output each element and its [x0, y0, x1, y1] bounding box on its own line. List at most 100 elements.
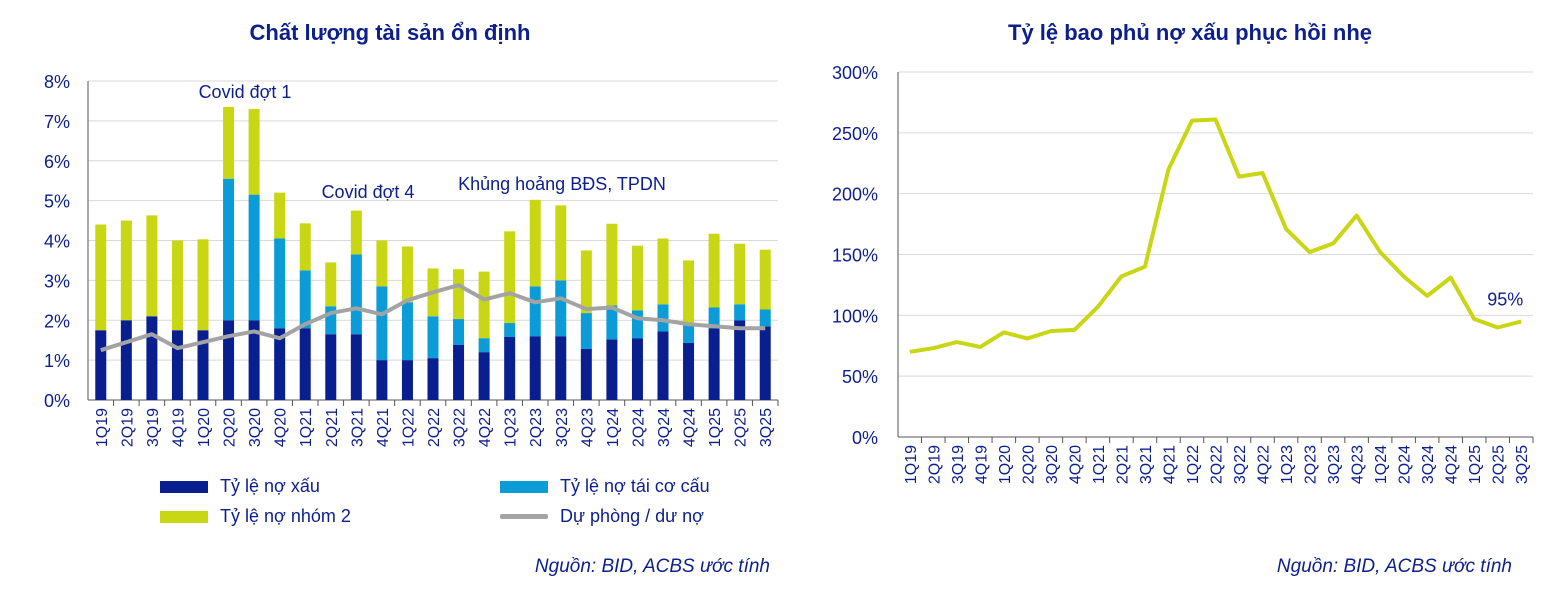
- x-tick-label: 3Q25: [758, 408, 775, 447]
- bar-group2: [657, 238, 669, 305]
- bar-npl: [631, 338, 643, 400]
- annotation: Covid đợt 4: [322, 182, 415, 202]
- bar-npl: [197, 330, 209, 400]
- x-tick-label: 1Q25: [707, 408, 724, 447]
- bar-group2: [95, 224, 107, 331]
- bar-restructured: [223, 178, 235, 321]
- bar-npl: [223, 320, 235, 400]
- x-tick-label: 4Q22: [1256, 445, 1273, 484]
- bar-restructured: [299, 270, 311, 329]
- x-tick-label: 1Q22: [400, 408, 417, 447]
- annotation: 95%: [1487, 289, 1523, 309]
- legend-swatch-npl: [160, 480, 208, 493]
- bar-npl: [759, 326, 771, 400]
- bar-group2: [197, 239, 209, 331]
- bar-group2: [376, 240, 388, 287]
- x-tick-label: 1Q24: [605, 408, 622, 447]
- x-tick-label: 1Q21: [298, 408, 315, 447]
- left-chart-title: Chất lượng tài sản ổn định: [249, 20, 531, 45]
- x-tick-label: 1Q23: [1279, 445, 1296, 484]
- x-tick-label: 4Q19: [973, 445, 990, 484]
- x-tick-label: 4Q19: [170, 408, 187, 447]
- x-tick-label: 2Q19: [119, 408, 136, 447]
- bar-npl: [606, 339, 618, 400]
- bar-group2: [606, 223, 618, 306]
- bar-npl: [427, 358, 439, 400]
- bar-npl: [580, 348, 592, 400]
- y-tick-label: 7%: [44, 112, 70, 132]
- x-tick-label: 2Q24: [1397, 445, 1414, 484]
- legend-item-group2: Tỷ lệ nợ nhóm 2: [160, 506, 351, 527]
- x-tick-label: 1Q20: [997, 445, 1014, 484]
- bar-restructured: [376, 286, 388, 361]
- y-tick-label: 50%: [842, 367, 878, 387]
- right-chart-title: Tỷ lệ bao phủ nợ xấu phục hồi nhẹ: [1008, 20, 1372, 45]
- bar-npl: [504, 336, 516, 400]
- right-chart-panel: Tỷ lệ bao phủ nợ xấu phục hồi nhẹ 0% 50% 1…: [800, 0, 1564, 596]
- legend-swatch-group2: [160, 510, 208, 523]
- bar-group2: [274, 192, 286, 239]
- x-tick-label: 4Q24: [682, 408, 699, 447]
- bar-npl: [555, 336, 567, 400]
- x-tick-label: 2Q25: [1491, 445, 1508, 484]
- legend-label-npl: Tỷ lệ nợ xấu: [220, 476, 320, 496]
- bar-restructured: [248, 194, 260, 321]
- bar-group2: [299, 223, 311, 271]
- x-tick-label: 4Q24: [1444, 445, 1461, 484]
- bar-restructured: [350, 254, 362, 335]
- right-chart-source: Nguồn: BID, ACBS ước tính: [1276, 556, 1512, 577]
- y-tick-label: 0%: [44, 391, 70, 411]
- y-tick-label: 250%: [832, 124, 878, 144]
- y-tick-label: 150%: [832, 246, 878, 266]
- bar-group2: [708, 233, 720, 308]
- x-tick-label: 2Q19: [926, 445, 943, 484]
- bar-npl: [401, 360, 413, 400]
- y-tick-label: 8%: [44, 72, 70, 92]
- legend-swatch-provision: [500, 514, 548, 519]
- bar-npl: [248, 320, 260, 400]
- bar-restructured: [529, 286, 541, 337]
- x-tick-label: 4Q21: [1161, 445, 1178, 484]
- x-tick-label: 1Q25: [1467, 445, 1484, 484]
- bar-group2: [120, 220, 132, 321]
- bar-group2: [248, 108, 260, 195]
- bar-group2: [759, 249, 771, 310]
- bar-group2: [325, 262, 337, 307]
- left-chart-source: Nguồn: BID, ACBS ước tính: [534, 556, 770, 577]
- y-tick-label: 100%: [832, 306, 878, 326]
- coverage-line: [909, 117, 1522, 354]
- bar-npl: [529, 336, 541, 400]
- bar-group2: [171, 240, 183, 331]
- bar-group2: [401, 246, 413, 303]
- x-tick-label: 4Q20: [273, 408, 290, 447]
- x-tick-label: 4Q21: [375, 408, 392, 447]
- bar-group2: [734, 243, 746, 305]
- bar-restructured: [734, 304, 746, 321]
- left-chart-legend: Tỷ lệ nợ xấu Tỷ lệ nợ tái cơ cấu Tỷ lệ n…: [160, 476, 760, 536]
- bar-restructured: [657, 304, 669, 332]
- x-tick-label: 1Q20: [196, 408, 213, 447]
- x-tick-label: 3Q22: [452, 408, 469, 447]
- x-tick-label: 2Q21: [1114, 445, 1131, 484]
- x-tick-label: 2Q22: [1209, 445, 1226, 484]
- x-tick-label: 1Q22: [1185, 445, 1202, 484]
- bar-npl: [120, 320, 132, 400]
- bar-npl: [146, 316, 158, 400]
- bar-restructured: [453, 319, 465, 345]
- x-tick-label: 3Q20: [247, 408, 264, 447]
- x-tick-label: 3Q23: [1326, 445, 1343, 484]
- bar-restructured: [580, 313, 592, 349]
- annotation: Khủng hoảng BĐS, TPDN: [458, 174, 666, 194]
- x-tick-label: 3Q24: [1420, 445, 1437, 484]
- bar-npl: [325, 334, 337, 400]
- x-tick-label: 1Q23: [503, 408, 520, 447]
- bar-npl: [734, 320, 746, 400]
- x-tick-label: 4Q23: [579, 408, 596, 447]
- x-tick-label: 1Q19: [94, 408, 111, 447]
- bar-restructured: [708, 307, 720, 329]
- bar-npl: [299, 328, 311, 400]
- x-tick-label: 3Q20: [1044, 445, 1061, 484]
- bar-group2: [453, 269, 465, 320]
- x-tick-label: 3Q19: [950, 445, 967, 484]
- y-tick-label: 3%: [44, 271, 70, 291]
